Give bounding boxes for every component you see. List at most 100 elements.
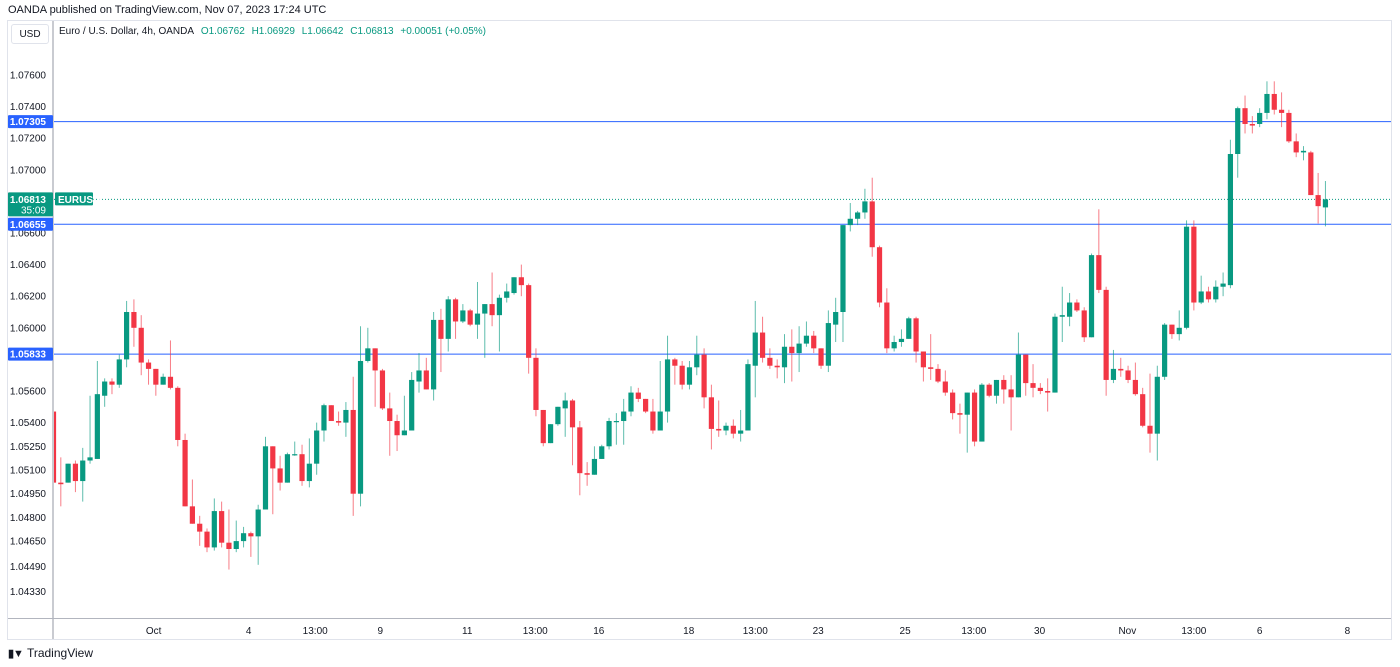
candle-body — [1037, 387, 1043, 391]
candle-body — [131, 312, 137, 328]
candle-body — [738, 430, 744, 434]
candle-body — [1191, 226, 1197, 303]
candle — [504, 283, 510, 303]
candle-body — [876, 247, 883, 303]
candle — [1110, 349, 1117, 384]
tradingview-logo-icon: ▮▼ — [8, 647, 24, 660]
price-tick-label: 1.06000 — [10, 323, 47, 334]
candle — [94, 360, 100, 459]
symbol-title: Euro / U.S. Dollar, 4h, OANDA — [59, 26, 195, 37]
candle-body — [372, 348, 378, 371]
tradingview-logo[interactable]: ▮▼ TradingView — [8, 646, 93, 660]
last-price-label: 1.06813 — [10, 195, 47, 206]
candle — [416, 353, 422, 393]
candle — [1293, 133, 1299, 158]
candle — [833, 297, 839, 343]
candle — [445, 296, 451, 352]
level-price-label-bg — [8, 115, 53, 129]
candle-body — [1066, 302, 1073, 317]
time-tick-label: 30 — [1034, 626, 1046, 637]
candle-body — [504, 291, 510, 298]
candle — [145, 359, 152, 385]
candle — [701, 348, 707, 409]
candle-body — [1278, 109, 1285, 113]
candle-body — [686, 367, 693, 385]
candles — [54, 81, 1329, 570]
candle — [335, 411, 342, 426]
candle — [1008, 375, 1014, 431]
candle-body — [752, 332, 758, 366]
candle — [270, 446, 276, 515]
price-tick-label: 1.07200 — [10, 134, 47, 145]
candle-body — [87, 457, 93, 461]
candle-body — [796, 343, 802, 354]
ohlc-high: H1.06929 — [251, 26, 295, 37]
candle — [1286, 109, 1292, 143]
candle-body — [599, 446, 605, 459]
candle — [562, 392, 568, 437]
candle — [65, 463, 71, 483]
candle — [818, 348, 824, 369]
candle-body — [1045, 391, 1051, 393]
candle-body — [1249, 123, 1255, 126]
candle — [847, 202, 853, 232]
time-tick-label: 6 — [1257, 626, 1263, 637]
candle — [1249, 116, 1255, 134]
candle-body — [562, 400, 568, 409]
candle-body — [657, 411, 663, 431]
candle — [913, 316, 919, 363]
candle-body — [635, 392, 641, 399]
candle — [58, 457, 64, 507]
ohlc-close: C1.06813 — [350, 26, 394, 37]
candle — [54, 411, 57, 483]
time-tick-label: 23 — [813, 626, 825, 637]
candle-body — [1154, 376, 1160, 434]
candle-body — [650, 411, 656, 431]
currency-button[interactable]: USD — [11, 24, 49, 44]
candle — [1198, 275, 1204, 305]
candle — [1103, 286, 1109, 396]
candle — [993, 379, 1000, 404]
candle-body — [328, 405, 334, 422]
candle-body — [862, 201, 868, 213]
candle-body — [577, 427, 583, 474]
candle — [635, 387, 641, 403]
candle-body — [1074, 302, 1080, 311]
time-tick-label: 13:00 — [743, 626, 768, 637]
candle-body — [350, 409, 356, 494]
candle — [855, 210, 861, 226]
candle-body — [204, 531, 210, 548]
candle — [694, 335, 700, 376]
price-tick-label: 1.07400 — [10, 102, 47, 113]
candle — [284, 452, 291, 483]
candle — [72, 460, 79, 493]
time-axis[interactable]: Oct 4 13:00 9 11 13:00 16 18 13:00 23 25 13:00 30 Nov… — [146, 626, 1351, 637]
candle-body — [284, 454, 291, 483]
time-tick-label: 13:00 — [961, 626, 986, 637]
candle-body — [789, 346, 795, 354]
candle-body — [109, 381, 115, 385]
candle-body — [1227, 154, 1234, 286]
candle — [1059, 286, 1065, 343]
candle — [1235, 106, 1241, 178]
candle-body — [935, 368, 941, 382]
candle-body — [613, 421, 619, 423]
candle — [891, 335, 897, 352]
price-axis[interactable]: 1.07600 1.07400 1.07200 1.07000 1.06600 1.064… — [10, 71, 47, 599]
candle-body — [716, 428, 722, 431]
candle — [423, 357, 429, 390]
candle — [1176, 310, 1182, 341]
candle-body — [248, 533, 254, 537]
candle-body — [219, 511, 225, 543]
candle-body — [971, 392, 978, 442]
candle — [394, 414, 400, 452]
candle-body — [394, 421, 400, 436]
candle — [679, 360, 685, 390]
candle — [431, 312, 437, 401]
candle — [292, 441, 298, 456]
candle — [328, 405, 334, 422]
time-tick-label: 11 — [462, 626, 473, 637]
candle-body — [431, 319, 437, 390]
candle — [240, 526, 247, 548]
